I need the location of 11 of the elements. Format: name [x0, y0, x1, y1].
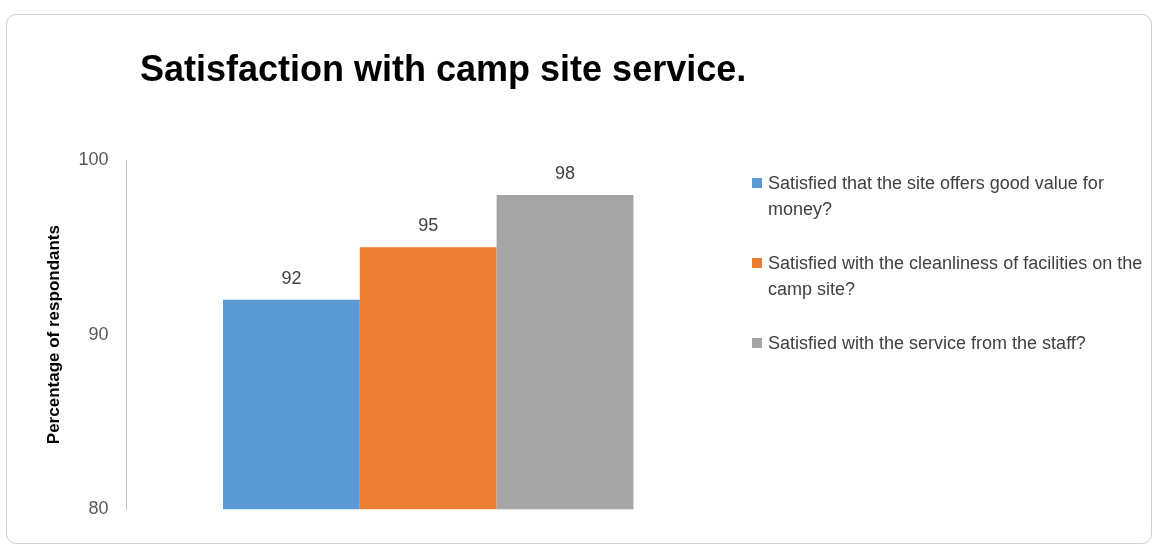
- data-label: 92: [281, 267, 302, 288]
- data-label: 98: [555, 162, 576, 183]
- y-tick-label: 100: [78, 148, 109, 169]
- y-axis-title: Percentage of respondants: [43, 225, 63, 445]
- data-label: 95: [418, 215, 439, 236]
- legend-label: Satisfied with the service from the staff?: [768, 332, 1086, 355]
- legend-label: Satisfied with the cleanliness of facilities on the camp site?: [768, 252, 1144, 301]
- legend-label: Satisfied that the site offers good value for money?: [768, 172, 1105, 221]
- chart-title: Satisfaction with camp site service.: [140, 48, 747, 90]
- y-tick-label: 80: [88, 498, 109, 519]
- y-tick-label: 90: [88, 323, 109, 344]
